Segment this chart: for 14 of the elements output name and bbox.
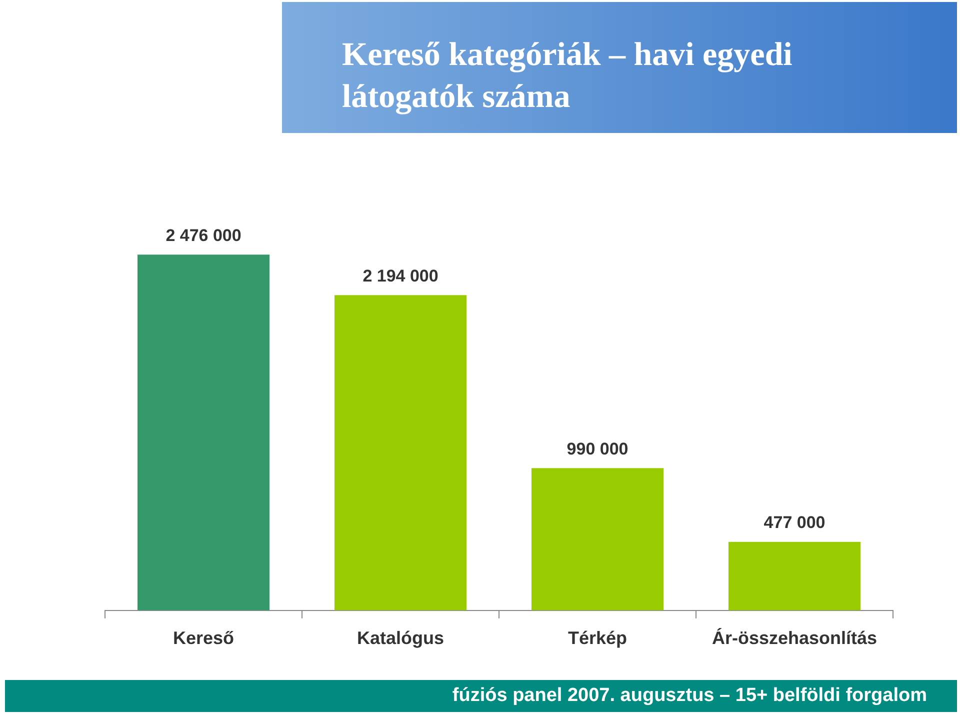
data-label: 477 000 <box>764 513 826 532</box>
chart-title: Kereső kategóriák – havi egyedi látogatók száma <box>342 36 794 117</box>
x-tick-label: Katalógus <box>356 628 444 648</box>
bar <box>138 254 270 610</box>
x-tick-label: Kereső <box>172 628 234 648</box>
x-tick-label: Térkép <box>568 628 628 648</box>
bar <box>334 295 466 610</box>
bar <box>532 468 664 610</box>
data-label: 990 000 <box>566 439 628 458</box>
data-label: 2 194 000 <box>362 266 438 286</box>
x-tick-label: Ár-összehasonlítás <box>712 628 878 648</box>
text: fúziós panel 2007. augusztus – 15+ belföldi forgalom <box>452 684 927 708</box>
bar <box>728 542 860 610</box>
data-label: 2 476 000 <box>166 226 242 245</box>
